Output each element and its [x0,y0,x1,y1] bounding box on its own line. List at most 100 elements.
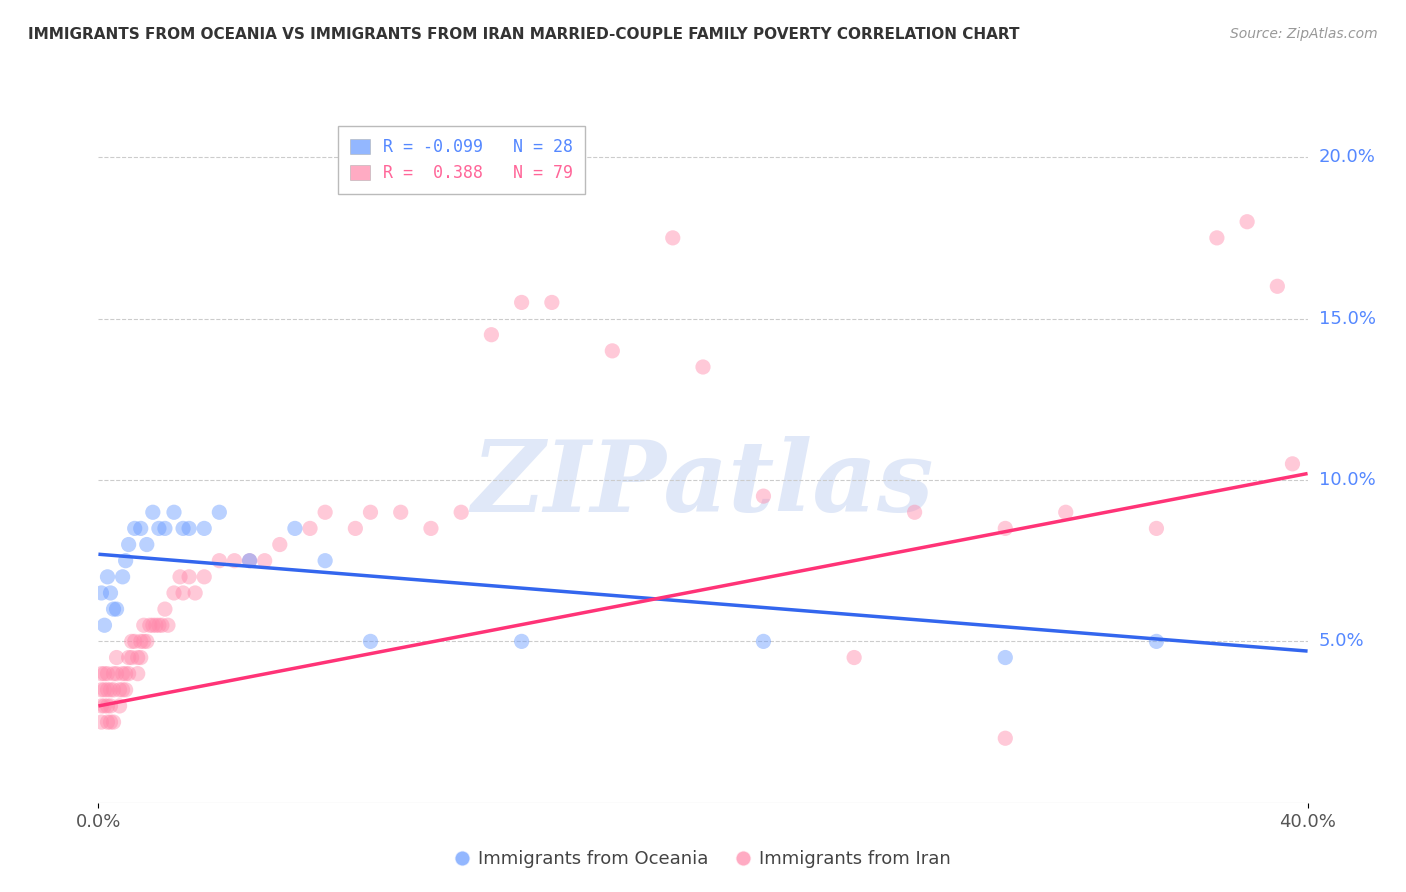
Point [93,698,115,713]
Point [994,731,1017,746]
Point [114,666,136,681]
Point [360,505,382,519]
Point [661,231,683,245]
Point [239,554,262,568]
Point [121,650,143,665]
Point [114,554,136,568]
Point [148,618,170,632]
Point [1265,279,1288,293]
Point [1281,457,1303,471]
Point [299,521,322,535]
Point [135,537,157,551]
Point [90,682,112,697]
Point [752,634,775,648]
Point [172,586,194,600]
Point [253,554,276,568]
Point [108,682,131,697]
Point [389,505,412,519]
Point [994,521,1017,535]
Point [129,650,152,665]
Point [153,602,176,616]
Point [118,666,141,681]
Point [169,570,191,584]
Point [90,698,112,713]
Point [163,586,186,600]
Point [105,650,128,665]
Point [129,521,152,535]
Text: Source: ZipAtlas.com: Source: ZipAtlas.com [1230,27,1378,41]
Text: 10.0%: 10.0% [1319,471,1375,489]
Point [100,698,122,713]
Point [314,505,336,519]
Point [177,521,201,535]
Point [481,327,503,342]
Point [602,343,624,358]
Point [269,537,291,551]
Point [208,505,231,519]
Point [96,715,118,730]
Point [510,634,533,648]
Point [96,698,118,713]
Point [1236,215,1258,229]
Point [118,537,141,551]
Point [103,666,125,681]
Point [118,650,141,665]
Point [111,666,134,681]
Point [1144,634,1167,648]
Point [93,618,115,632]
Point [1206,231,1229,245]
Point [208,554,231,568]
Point [96,682,118,697]
Point [145,618,167,632]
Point [752,489,775,503]
Point [114,682,136,697]
Point [127,666,149,681]
Point [1144,521,1167,535]
Point [1054,505,1077,519]
Point [124,634,146,648]
Point [103,602,125,616]
Point [142,505,165,519]
Legend: Immigrants from Oceania, Immigrants from Iran: Immigrants from Oceania, Immigrants from… [447,843,959,875]
Point [132,634,155,648]
Point [124,521,146,535]
Point [844,650,866,665]
Text: 5.0%: 5.0% [1319,632,1364,650]
Point [105,666,128,681]
Point [111,682,134,697]
Point [163,505,186,519]
Point [100,586,122,600]
Point [156,618,179,632]
Point [148,521,170,535]
Point [692,359,714,374]
Point [132,618,155,632]
Point [96,570,118,584]
Point [100,682,122,697]
Point [96,666,118,681]
Point [153,521,176,535]
Point [127,650,149,665]
Point [103,715,125,730]
Point [150,618,173,632]
Point [904,505,927,519]
Point [184,586,207,600]
Point [450,505,472,519]
Text: ZIPatlas: ZIPatlas [472,436,934,533]
Point [108,698,131,713]
Point [994,650,1017,665]
Point [93,682,115,697]
Text: 20.0%: 20.0% [1319,148,1375,166]
Point [172,521,194,535]
Point [360,634,382,648]
Point [284,521,307,535]
Point [314,554,336,568]
Point [224,554,246,568]
Point [510,295,533,310]
Point [90,666,112,681]
Point [142,618,165,632]
Point [193,570,215,584]
Point [129,634,152,648]
Point [105,602,128,616]
Point [90,715,112,730]
Point [121,634,143,648]
